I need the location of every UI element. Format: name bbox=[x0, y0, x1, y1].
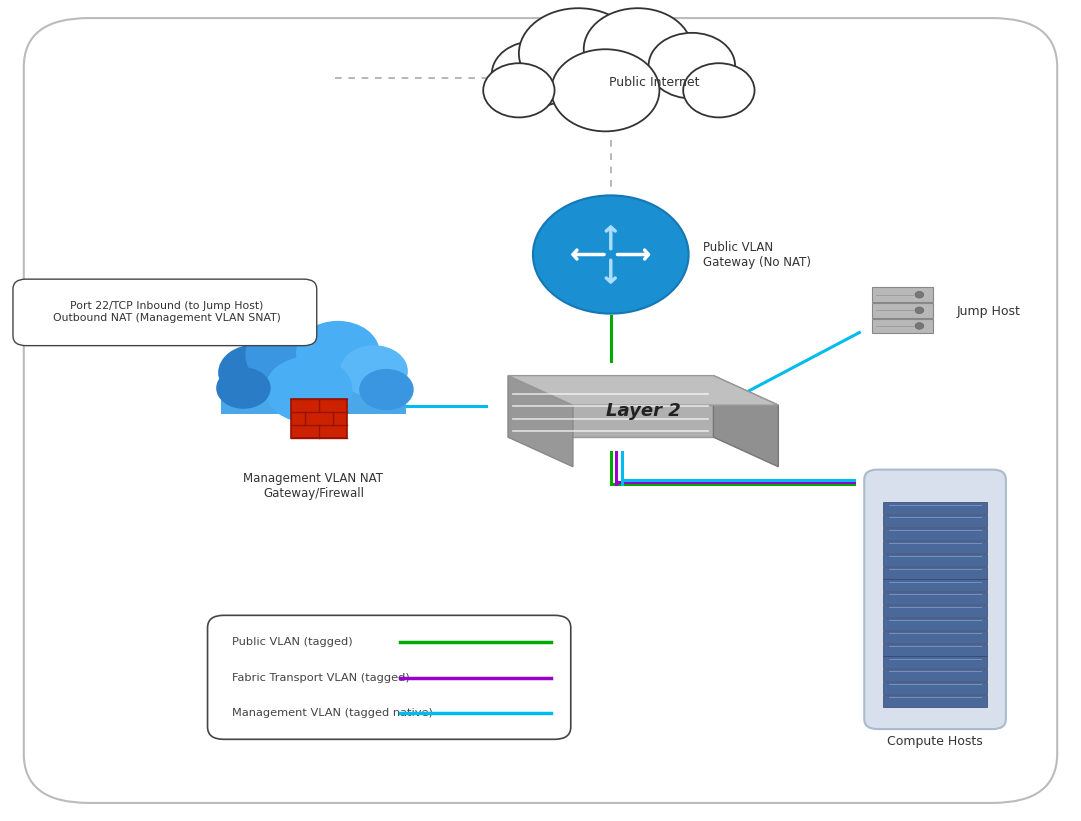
FancyBboxPatch shape bbox=[882, 541, 988, 553]
Text: Port 22/TCP Inbound (to Jump Host)
Outbound NAT (Management VLAN SNAT): Port 22/TCP Inbound (to Jump Host) Outbo… bbox=[53, 301, 280, 323]
FancyBboxPatch shape bbox=[882, 580, 988, 591]
Circle shape bbox=[218, 345, 292, 401]
FancyBboxPatch shape bbox=[882, 592, 988, 604]
FancyBboxPatch shape bbox=[882, 502, 988, 515]
FancyBboxPatch shape bbox=[882, 631, 988, 643]
FancyBboxPatch shape bbox=[291, 399, 347, 438]
FancyBboxPatch shape bbox=[486, 74, 735, 119]
Polygon shape bbox=[508, 376, 713, 437]
Circle shape bbox=[483, 63, 555, 117]
FancyBboxPatch shape bbox=[882, 605, 988, 617]
Circle shape bbox=[339, 345, 408, 397]
FancyBboxPatch shape bbox=[871, 319, 934, 333]
Text: Public VLAN
Gateway (No NAT): Public VLAN Gateway (No NAT) bbox=[703, 241, 811, 268]
FancyBboxPatch shape bbox=[882, 695, 988, 707]
Text: Public Internet: Public Internet bbox=[609, 76, 699, 89]
FancyBboxPatch shape bbox=[882, 566, 988, 579]
FancyBboxPatch shape bbox=[882, 669, 988, 681]
FancyBboxPatch shape bbox=[221, 377, 406, 414]
Circle shape bbox=[359, 369, 414, 410]
Circle shape bbox=[296, 321, 379, 384]
FancyBboxPatch shape bbox=[882, 516, 988, 527]
Circle shape bbox=[216, 368, 270, 409]
FancyBboxPatch shape bbox=[882, 644, 988, 655]
FancyBboxPatch shape bbox=[882, 682, 988, 694]
Polygon shape bbox=[713, 376, 778, 466]
FancyBboxPatch shape bbox=[882, 618, 988, 630]
Text: Fabric Transport VLAN (tagged): Fabric Transport VLAN (tagged) bbox=[232, 672, 410, 683]
FancyBboxPatch shape bbox=[871, 287, 934, 302]
Text: Compute Hosts: Compute Hosts bbox=[888, 735, 983, 748]
Text: Layer 2: Layer 2 bbox=[605, 401, 681, 420]
Circle shape bbox=[915, 307, 923, 314]
Circle shape bbox=[533, 195, 689, 314]
Text: Jump Host: Jump Host bbox=[957, 305, 1020, 319]
FancyBboxPatch shape bbox=[871, 303, 934, 318]
Text: Public VLAN (tagged): Public VLAN (tagged) bbox=[232, 637, 353, 648]
FancyBboxPatch shape bbox=[882, 553, 988, 566]
FancyBboxPatch shape bbox=[24, 18, 1057, 803]
Circle shape bbox=[519, 8, 638, 99]
FancyBboxPatch shape bbox=[13, 279, 317, 346]
Circle shape bbox=[649, 33, 735, 99]
Text: Management VLAN (tagged native): Management VLAN (tagged native) bbox=[232, 708, 433, 718]
Circle shape bbox=[551, 49, 659, 131]
FancyBboxPatch shape bbox=[208, 616, 571, 740]
FancyBboxPatch shape bbox=[882, 657, 988, 668]
Polygon shape bbox=[508, 376, 778, 406]
Circle shape bbox=[245, 319, 338, 390]
Circle shape bbox=[915, 323, 923, 329]
Circle shape bbox=[492, 41, 578, 107]
FancyBboxPatch shape bbox=[882, 528, 988, 540]
Circle shape bbox=[915, 291, 923, 298]
Text: Management VLAN NAT
Gateway/Firewall: Management VLAN NAT Gateway/Firewall bbox=[243, 472, 384, 500]
Polygon shape bbox=[508, 376, 573, 466]
Circle shape bbox=[584, 8, 692, 90]
Circle shape bbox=[683, 63, 755, 117]
Circle shape bbox=[265, 356, 352, 423]
FancyBboxPatch shape bbox=[865, 470, 1005, 729]
